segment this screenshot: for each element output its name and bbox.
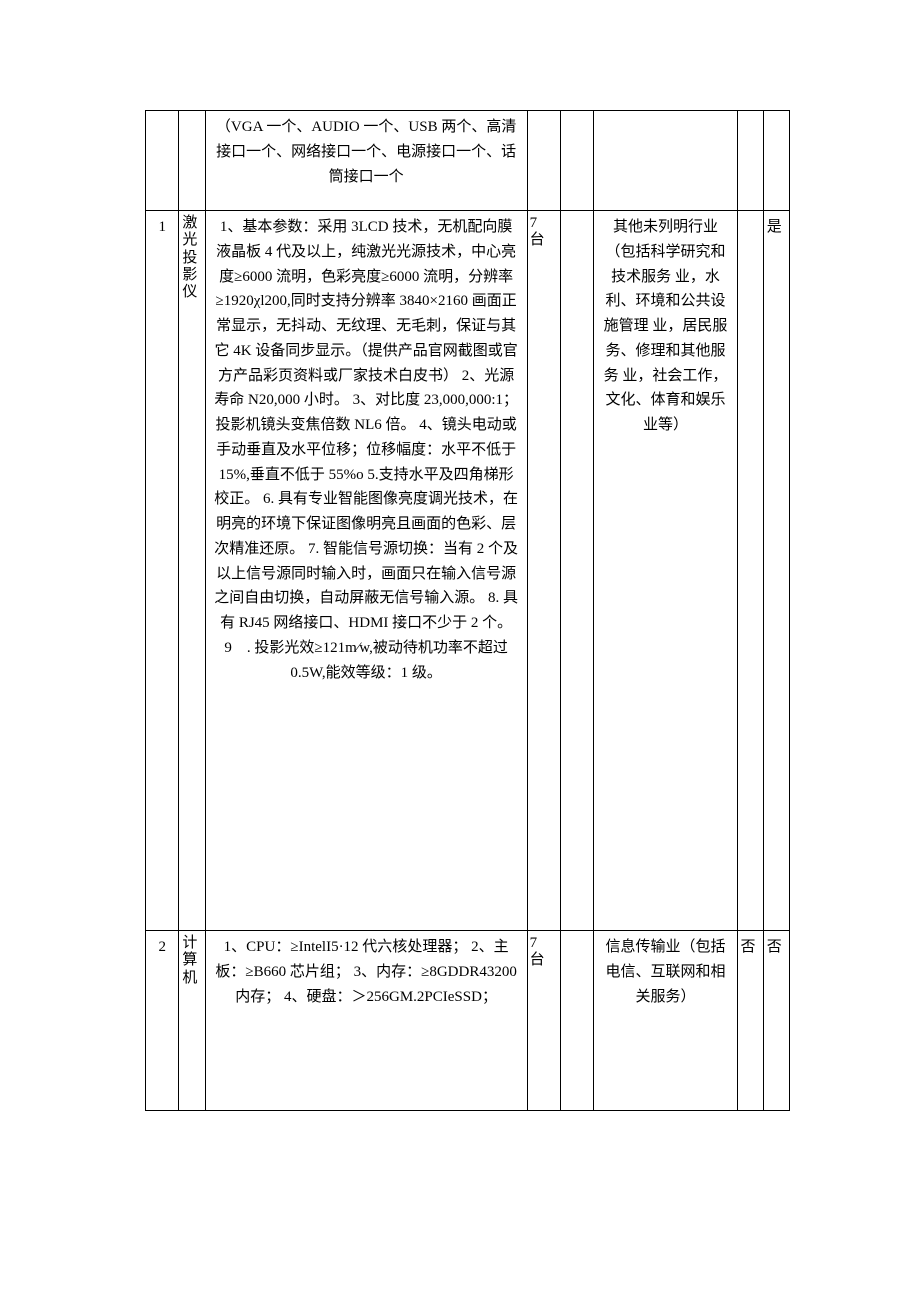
cell-qty: 7台 xyxy=(527,931,560,1111)
cell-blank xyxy=(561,931,594,1111)
cell-yn1: 否 xyxy=(737,931,763,1111)
table-row: 1 激光投影仪 1、基本参数：采用 3LCD 技术，无机配向膜液晶板 4 代及以… xyxy=(146,211,790,931)
cell-idx: 1 xyxy=(146,211,179,931)
cell-industry xyxy=(594,111,737,211)
table-row: （VGA 一个、AUDIO 一个、USB 两个、高清接口一个、网络接口一个、电源… xyxy=(146,111,790,211)
cell-name xyxy=(179,111,205,211)
spec-table: （VGA 一个、AUDIO 一个、USB 两个、高清接口一个、网络接口一个、电源… xyxy=(145,110,790,1111)
cell-yn2 xyxy=(763,111,789,211)
cell-industry: 其他未列明行业（包括科学研究和技术服务 业，水利、环境和公共设施管理 业，居民服… xyxy=(594,211,737,931)
cell-name: 计算机 xyxy=(179,931,205,1111)
cell-yn2: 否 xyxy=(763,931,789,1111)
cell-idx: 2 xyxy=(146,931,179,1111)
table-row: 2 计算机 1、CPU：≥IntelI5·12 代六核处理器； 2、主板：≥B6… xyxy=(146,931,790,1111)
cell-blank xyxy=(561,211,594,931)
cell-spec: 1、CPU：≥IntelI5·12 代六核处理器； 2、主板：≥B660 芯片组… xyxy=(205,931,527,1111)
cell-qty xyxy=(527,111,560,211)
cell-blank xyxy=(561,111,594,211)
cell-idx xyxy=(146,111,179,211)
cell-qty: 7台 xyxy=(527,211,560,931)
cell-spec: 1、基本参数：采用 3LCD 技术，无机配向膜液晶板 4 代及以上，纯激光光源技… xyxy=(205,211,527,931)
cell-yn1 xyxy=(737,211,763,931)
cell-name: 激光投影仪 xyxy=(179,211,205,931)
cell-spec: （VGA 一个、AUDIO 一个、USB 两个、高清接口一个、网络接口一个、电源… xyxy=(205,111,527,211)
cell-yn1 xyxy=(737,111,763,211)
cell-industry: 信息传输业（包括电信、互联网和相关服务） xyxy=(594,931,737,1111)
cell-yn2: 是 xyxy=(763,211,789,931)
